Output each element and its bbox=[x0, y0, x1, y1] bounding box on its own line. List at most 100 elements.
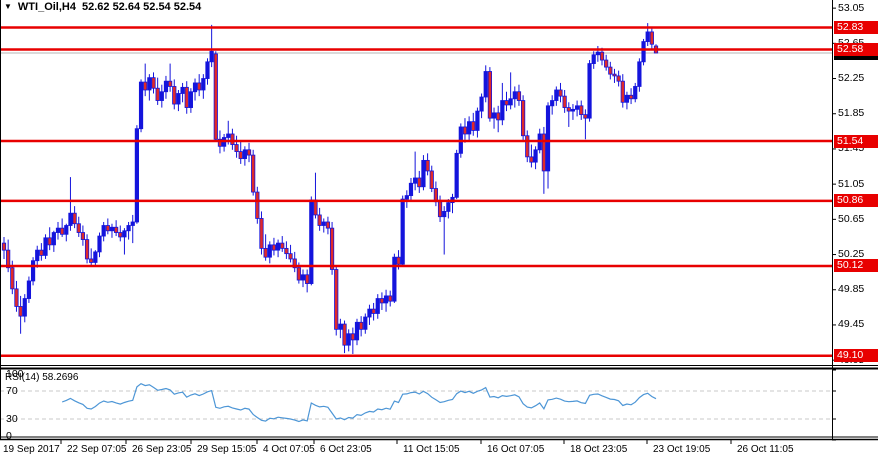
candle-bear bbox=[334, 269, 339, 330]
candle-bull bbox=[22, 298, 27, 317]
candle-series bbox=[1, 23, 659, 354]
candle-bear bbox=[558, 89, 563, 97]
candle-bull bbox=[275, 242, 281, 251]
price-level-badge: 49.10 bbox=[834, 349, 878, 363]
candle-bear bbox=[263, 247, 268, 258]
rsi-axis-label: 30 bbox=[6, 412, 18, 425]
candle-bull bbox=[130, 221, 135, 226]
time-axis[interactable]: 19 Sep 2017 22 Sep 07:05 26 Sep 23:05 29 Se… bbox=[0, 440, 878, 459]
candle-bull bbox=[126, 225, 131, 232]
time-axis-label: 23 Oct 19:05 bbox=[653, 444, 711, 455]
candle-bull bbox=[354, 321, 360, 341]
candle-bull bbox=[479, 96, 484, 112]
candle-bull bbox=[400, 198, 405, 265]
price-axis-label: 53.05 bbox=[838, 1, 865, 14]
candle-bull bbox=[122, 230, 127, 238]
candle-bear bbox=[462, 126, 468, 135]
candle-bull bbox=[97, 235, 102, 253]
candle-bear bbox=[76, 223, 81, 233]
candle-bear bbox=[271, 244, 277, 251]
candle-bull bbox=[309, 199, 314, 284]
candle-bear bbox=[529, 156, 534, 163]
candle-bear bbox=[251, 154, 256, 193]
candle-bull bbox=[43, 237, 48, 256]
price-axis-label: 50.65 bbox=[838, 212, 865, 225]
candle-bull bbox=[159, 91, 164, 101]
candle-bull bbox=[554, 89, 559, 101]
candle-bear bbox=[47, 237, 52, 246]
candle-bear bbox=[18, 306, 23, 317]
candle-bull bbox=[321, 221, 326, 226]
symbol-dropdown-icon[interactable]: ▼ bbox=[4, 2, 12, 11]
candle-bear bbox=[114, 226, 119, 233]
candle-bull bbox=[363, 316, 368, 330]
candle-bear bbox=[155, 87, 160, 101]
candle-bear bbox=[379, 298, 385, 304]
price-level-badge: 52.58 bbox=[834, 43, 878, 56]
candle-bear bbox=[151, 77, 156, 89]
candle-bear bbox=[437, 201, 443, 218]
candle-bull bbox=[209, 50, 214, 63]
candle-bear bbox=[616, 75, 621, 82]
candle-bear bbox=[612, 73, 617, 77]
candle-bear bbox=[388, 295, 393, 302]
candle-bull bbox=[545, 105, 551, 172]
candle-bear bbox=[230, 133, 235, 145]
candle-bull bbox=[267, 244, 272, 258]
candle-bull bbox=[550, 100, 555, 107]
rsi-indicator-value: 58.2696 bbox=[42, 372, 79, 383]
candle-bear bbox=[325, 221, 331, 229]
candle-bear bbox=[608, 66, 613, 75]
candle-bull bbox=[512, 91, 517, 100]
candle-bear bbox=[525, 135, 530, 158]
rsi-axis-label: 70 bbox=[6, 384, 18, 397]
candle-bear bbox=[359, 321, 364, 330]
candle-bull bbox=[533, 149, 538, 163]
candle-bear bbox=[296, 267, 301, 281]
rsi-axis-label: 0 bbox=[6, 430, 12, 442]
candle-bull bbox=[508, 98, 513, 106]
candle-bull bbox=[188, 91, 193, 108]
candle-bear bbox=[39, 249, 44, 256]
candle-bull bbox=[55, 227, 61, 233]
candle-bear bbox=[259, 218, 264, 249]
price-level-badge: 50.86 bbox=[834, 194, 878, 208]
price-axis-label: 51.85 bbox=[838, 107, 865, 120]
chart-header: ▼ WTI_Oil,H4 52.62 52.64 52.54 52.54 bbox=[4, 1, 201, 13]
candle-bear bbox=[284, 247, 289, 255]
candle-bear bbox=[80, 232, 86, 240]
candle-bear bbox=[562, 95, 567, 108]
candle-bear bbox=[541, 133, 546, 172]
candle-bull bbox=[367, 308, 372, 318]
candle-bull bbox=[408, 182, 414, 196]
ohlc-readout: 52.62 52.64 52.54 52.54 bbox=[81, 1, 202, 13]
candle-bull bbox=[64, 225, 69, 235]
price-level-badge: 52.83 bbox=[834, 21, 878, 34]
candle-bear bbox=[396, 256, 401, 265]
candle-bull bbox=[574, 105, 580, 110]
candle-bull bbox=[595, 51, 600, 56]
candle-bull bbox=[338, 323, 343, 330]
price-axis-label: 51.05 bbox=[838, 177, 865, 190]
candle-bull bbox=[641, 41, 646, 63]
candle-bear bbox=[10, 267, 15, 290]
candle-bull bbox=[35, 249, 40, 262]
candle-bull bbox=[192, 82, 198, 93]
candle-bull bbox=[483, 71, 488, 98]
time-axis-label: 16 Oct 07:05 bbox=[487, 444, 545, 455]
candle-bear bbox=[313, 199, 318, 216]
candle-bull bbox=[93, 251, 98, 263]
candle-bear bbox=[255, 191, 260, 219]
candle-bear bbox=[599, 51, 605, 61]
candle-bear bbox=[280, 242, 285, 249]
candle-bull bbox=[404, 195, 409, 200]
candle-bear bbox=[579, 105, 584, 116]
time-axis-label: 6 Oct 23:05 bbox=[320, 444, 372, 455]
candle-bear bbox=[1, 242, 7, 251]
candle-bear bbox=[305, 274, 310, 284]
candle-bear bbox=[628, 94, 634, 100]
price-axis[interactable]: 53.05 52.65 52.25 51.85 51.45 51.05 50.65 50.25… bbox=[832, 0, 878, 440]
candle-bull bbox=[138, 81, 144, 130]
